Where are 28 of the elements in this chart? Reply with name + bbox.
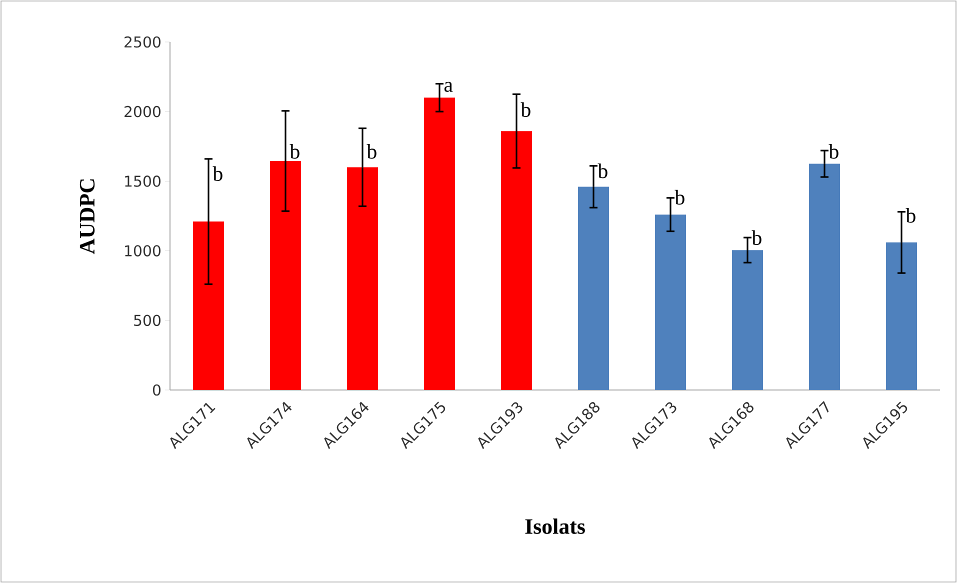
bar — [809, 164, 840, 390]
bar — [347, 167, 378, 390]
y-tick-label: 500 — [134, 314, 160, 326]
bar — [270, 161, 302, 390]
y-tick-label: 2500 — [124, 36, 160, 48]
annotation: b — [598, 163, 608, 178]
annotation: b — [828, 144, 838, 159]
annotation: b — [366, 144, 376, 159]
annotation: b — [212, 166, 222, 181]
annotation: b — [674, 190, 684, 205]
bar — [732, 250, 764, 390]
bar — [655, 214, 686, 390]
bar — [578, 186, 610, 390]
bar — [501, 131, 532, 390]
bar — [424, 98, 456, 390]
y-tick-label: 1000 — [125, 245, 160, 256]
y-tick-label: 2000 — [124, 106, 160, 118]
y-tick-label: 1500 — [125, 176, 160, 187]
annotation: b — [520, 102, 530, 117]
y-tick-label: 0 — [152, 384, 160, 396]
bar — [193, 222, 224, 390]
annotation: a — [444, 82, 453, 92]
annotation: b — [752, 230, 762, 246]
bar — [886, 242, 918, 390]
y-axis-title: AUDPC — [80, 179, 95, 254]
x-axis-title: Isolats — [525, 518, 585, 534]
annotation: b — [906, 208, 916, 223]
annotation: b — [290, 144, 300, 159]
